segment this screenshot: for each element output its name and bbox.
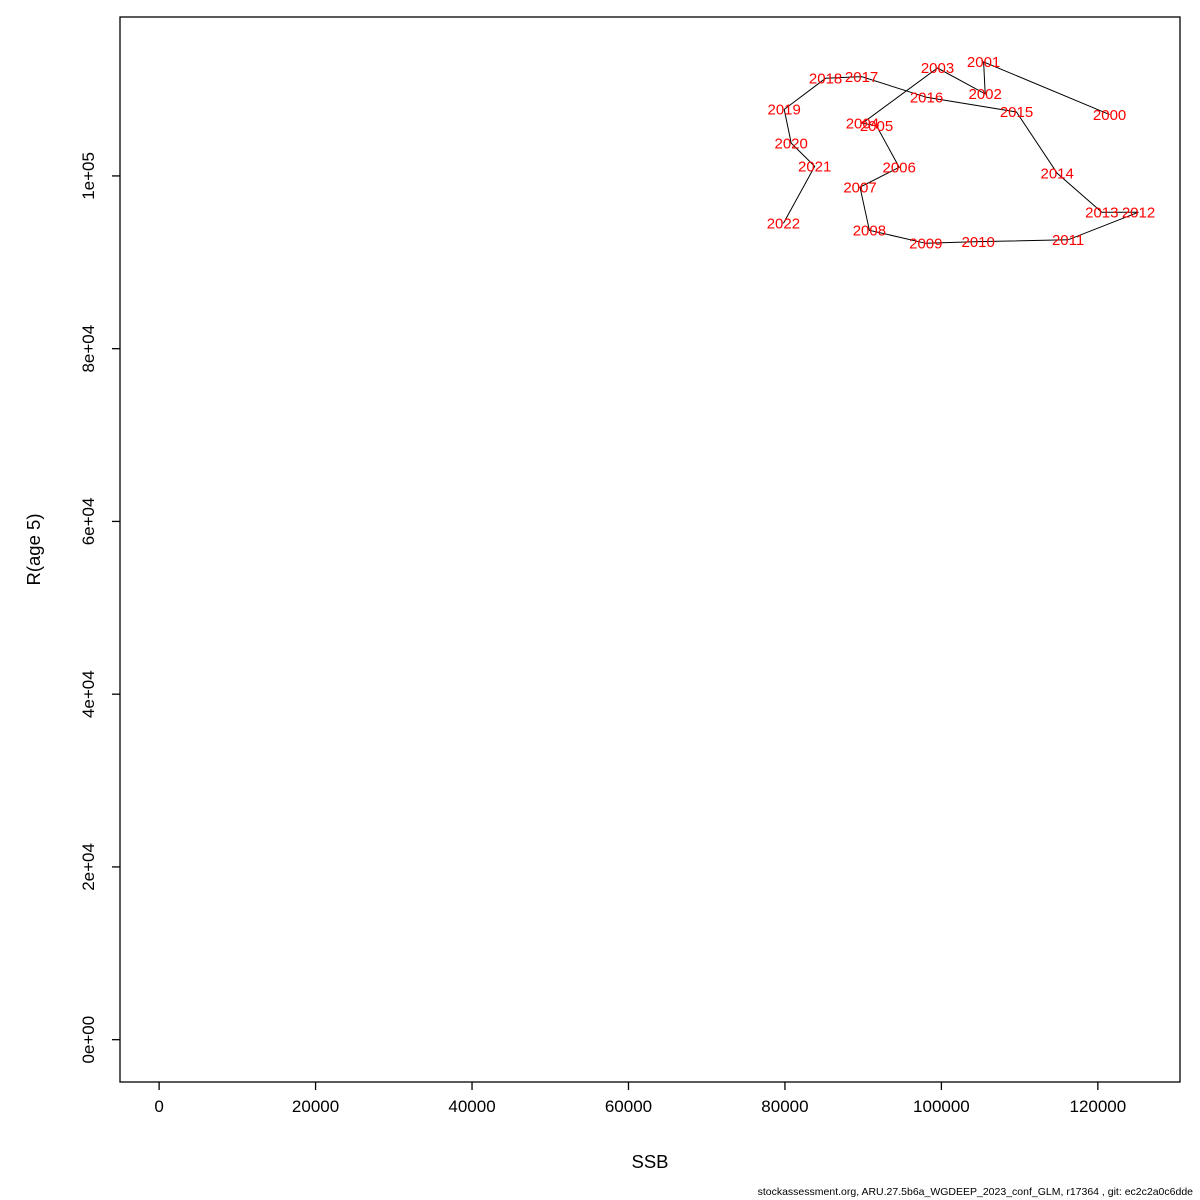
- year-label: 2009: [909, 236, 942, 253]
- year-label: 2004: [846, 115, 879, 132]
- year-label: 2007: [843, 179, 876, 196]
- y-tick-label: 1e+05: [79, 152, 98, 200]
- y-tick-label: 0e+00: [79, 1016, 98, 1064]
- x-tick-label: 40000: [448, 1097, 495, 1116]
- year-label: 2008: [853, 223, 886, 240]
- y-tick-label: 6e+04: [79, 498, 98, 546]
- year-label: 2010: [962, 234, 995, 251]
- y-axis-title: R(age 5): [23, 514, 44, 586]
- year-label: 2020: [775, 135, 808, 152]
- year-label: 2011: [1052, 232, 1084, 249]
- x-tick-label: 100000: [913, 1097, 970, 1116]
- year-label: 2002: [969, 86, 1002, 103]
- y-tick-label: 8e+04: [79, 325, 98, 373]
- year-label: 2012: [1122, 204, 1155, 221]
- recruitment-line: [782, 61, 1139, 244]
- x-tick-label: 0: [154, 1097, 163, 1116]
- year-label: 2022: [767, 216, 800, 233]
- y-tick-label: 4e+04: [79, 670, 98, 718]
- figure-footer-text: stockassessment.org, ARU.27.5b6a_WGDEEP_…: [757, 1186, 1193, 1198]
- y-tick-label: 2e+04: [79, 843, 98, 891]
- year-label: 2003: [921, 60, 954, 77]
- year-label: 2019: [768, 102, 801, 119]
- x-tick-label: 120000: [1069, 1097, 1126, 1116]
- year-label: 2006: [883, 160, 916, 177]
- x-tick-label: 20000: [292, 1097, 339, 1116]
- x-axis-title: SSB: [631, 1151, 668, 1172]
- year-label: 2016: [910, 90, 943, 107]
- year-label: 2013: [1085, 204, 1118, 221]
- year-label: 2017: [845, 69, 878, 86]
- year-label: 2005: [860, 118, 893, 135]
- year-label: 2001: [967, 54, 1000, 71]
- year-label: 2014: [1041, 166, 1074, 183]
- year-label: 2021: [798, 159, 831, 176]
- year-label: 2015: [1000, 104, 1033, 121]
- plot-border: [119, 16, 1181, 1083]
- x-tick-label: 80000: [761, 1097, 808, 1116]
- year-label: 2018: [809, 71, 842, 88]
- year-label: 2000: [1093, 107, 1126, 124]
- x-tick-label: 60000: [605, 1097, 652, 1116]
